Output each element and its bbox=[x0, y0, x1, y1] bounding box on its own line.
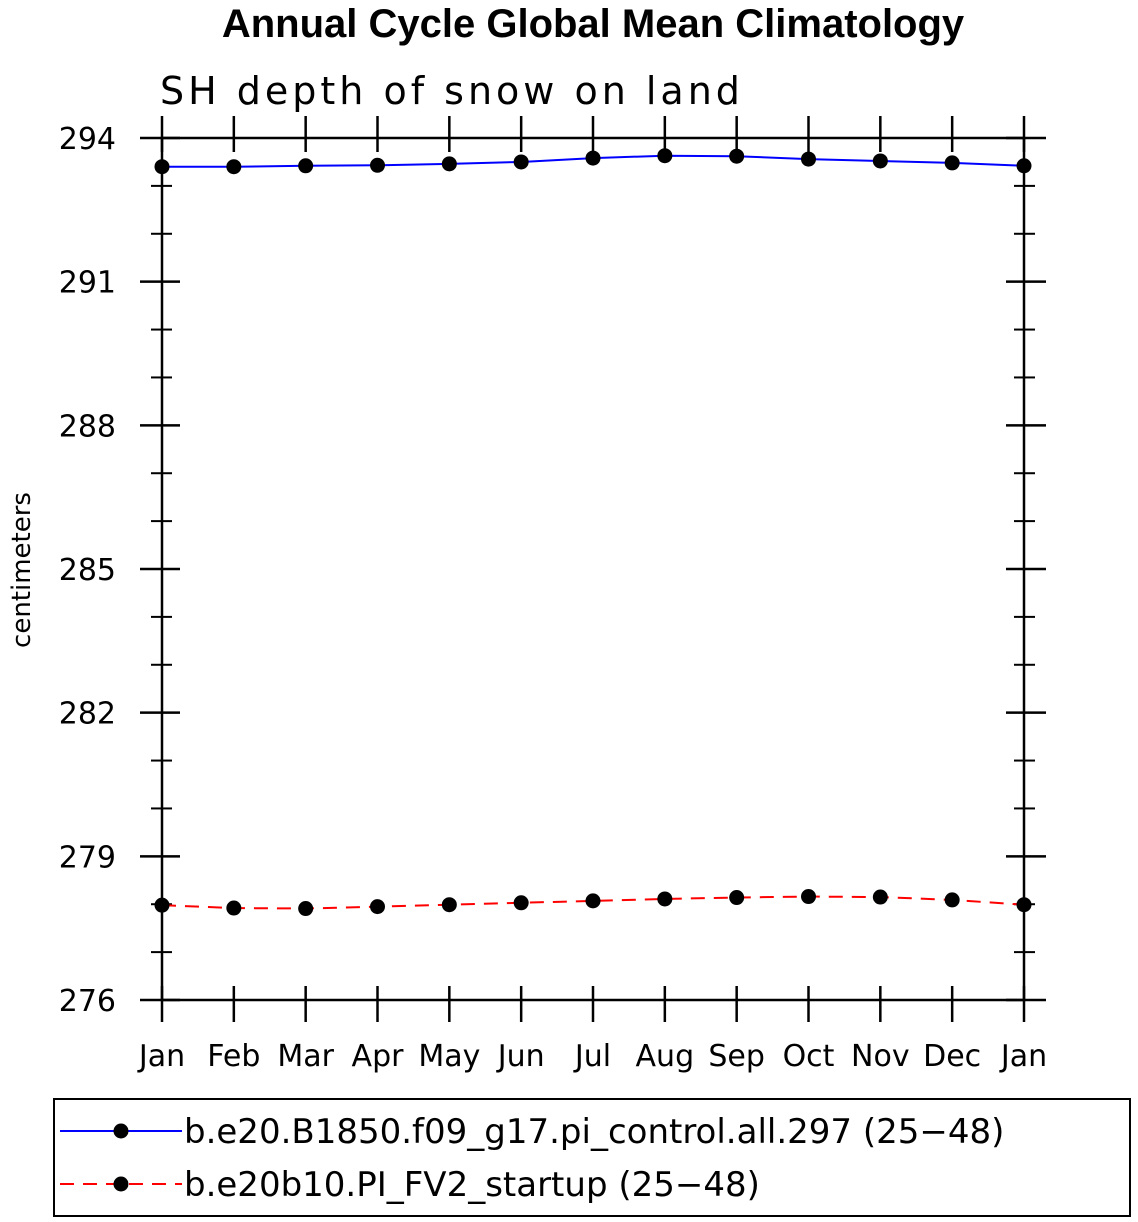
data-point-series-2 bbox=[872, 889, 888, 905]
y-tick-label: 291 bbox=[59, 266, 116, 301]
data-point-series-2 bbox=[441, 897, 457, 913]
y-tick-label: 285 bbox=[59, 553, 116, 588]
data-point-series-2 bbox=[370, 899, 385, 915]
plot-area: 276 279 282 285 288 291 294 Jan Feb Mar Apr May Jun J… bbox=[59, 116, 1047, 1074]
legend-box bbox=[53, 1098, 1131, 1217]
x-tick-label: Jun bbox=[496, 1039, 545, 1074]
legend: b.e20.B1850.f09_g17.pi_control.all.297 (… bbox=[53, 1098, 1131, 1217]
y-tick-label: 282 bbox=[59, 697, 116, 732]
y-tick-label: 294 bbox=[59, 122, 116, 157]
data-point-series-1 bbox=[657, 148, 673, 164]
data-point-series-2 bbox=[657, 891, 673, 907]
data-point-series-1 bbox=[729, 148, 745, 164]
data-point-series-1 bbox=[370, 157, 385, 173]
data-point-series-2 bbox=[944, 892, 960, 908]
legend-marker-series-1 bbox=[113, 1123, 129, 1139]
data-point-series-2 bbox=[226, 900, 242, 916]
y-tick-label: 279 bbox=[59, 840, 116, 875]
data-point-series-1 bbox=[513, 154, 529, 170]
data-point-series-2 bbox=[801, 889, 816, 905]
x-tick-label: May bbox=[418, 1039, 480, 1074]
x-tick-label: Dec bbox=[923, 1039, 981, 1074]
y-tick-label: 276 bbox=[59, 984, 116, 1019]
x-tick-label: Nov bbox=[851, 1039, 910, 1074]
data-point-series-2 bbox=[513, 895, 529, 911]
data-point-series-1 bbox=[872, 153, 888, 169]
data-point-series-1 bbox=[226, 159, 242, 175]
data-point-series-2 bbox=[585, 893, 601, 909]
y-tick-label: 288 bbox=[59, 409, 116, 444]
x-tick-label: Apr bbox=[352, 1039, 405, 1074]
chart-subtitle: SH depth of snow on land bbox=[160, 69, 744, 113]
data-point-series-1 bbox=[801, 151, 816, 167]
x-tick-label: Sep bbox=[708, 1039, 765, 1074]
x-tick-label: Oct bbox=[783, 1039, 835, 1074]
data-point-series-1 bbox=[944, 155, 960, 171]
x-tick-label: Jul bbox=[573, 1039, 611, 1074]
data-point-series-1 bbox=[298, 158, 314, 174]
x-tick-label: Mar bbox=[277, 1039, 334, 1074]
data-point-series-1 bbox=[441, 156, 457, 172]
x-tick-label: Jan bbox=[137, 1039, 185, 1074]
data-point-series-2 bbox=[729, 890, 745, 906]
data-point-series-2 bbox=[298, 901, 314, 917]
legend-label-series-1: b.e20.B1850.f09_g17.pi_control.all.297 (… bbox=[184, 1112, 1004, 1152]
legend-marker-series-2 bbox=[113, 1176, 129, 1192]
x-tick-label: Aug bbox=[636, 1039, 695, 1074]
y-axis-label: centimeters bbox=[7, 492, 37, 648]
plot-frame bbox=[160, 136, 1026, 1002]
x-tick-label: Jan bbox=[999, 1039, 1047, 1074]
x-tick-label: Feb bbox=[207, 1039, 260, 1074]
chart-title: Annual Cycle Global Mean Climatology bbox=[222, 2, 965, 46]
legend-label-series-2: b.e20b10.PI_FV2_startup (25−48) bbox=[184, 1165, 760, 1205]
data-point-series-1 bbox=[585, 150, 601, 166]
